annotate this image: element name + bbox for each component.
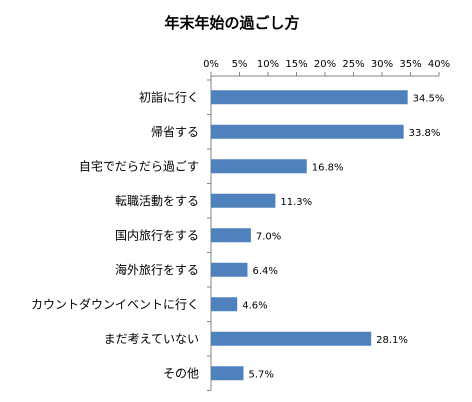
bar [211,193,276,208]
bar [211,297,238,312]
x-tick-label: 35% [399,59,421,70]
data-label: 11.3% [280,197,312,208]
category-axis: 初詣に行く帰省する自宅でだらだら過ごす転職活動をする国内旅行をする海外旅行をする… [31,90,199,380]
bar [211,90,408,105]
data-label: 34.5% [413,93,445,104]
bar [211,124,404,139]
x-tick-label: 40% [428,59,450,70]
x-tick-label: 10% [257,59,279,70]
category-label: 初詣に行く [139,90,199,104]
data-labels: 34.5% 33.8% 16.8% 11.3% 7.0% 6.4% 4.6% 28.1% 5.7… [242,93,444,380]
data-label: 5.7% [248,369,273,380]
x-tick-label: 25% [342,59,364,70]
data-label: 6.4% [252,266,277,277]
category-label: カウントダウンイベントに行く [31,296,199,311]
category-label: 国内旅行をする [115,228,199,242]
category-label: 転職活動をする [115,194,199,208]
x-tick-label: 15% [285,59,307,70]
bar [211,262,248,277]
x-tick-label: 30% [371,59,393,70]
x-tick-label: 5% [232,59,248,70]
bar [211,228,251,243]
data-label: 4.6% [242,300,267,311]
category-label: 帰省する [151,125,199,139]
bar [211,159,307,174]
data-label: 33.8% [409,128,441,139]
bar [211,331,372,346]
x-tick-label: 0% [203,59,219,70]
data-label: 28.1% [376,335,408,346]
category-label: まだ考えていない [104,332,199,346]
data-label: 16.8% [312,162,344,173]
category-label: 自宅でだらだら過ごす [79,158,199,173]
x-tick-label: 20% [314,59,336,70]
bar [211,366,244,381]
chart-title: 年末年始の過ごし方 [164,14,299,32]
bar-series [211,90,408,381]
category-label: 海外旅行をする [115,262,199,277]
category-label: その他 [163,366,199,380]
data-label: 7.0% [256,231,281,242]
